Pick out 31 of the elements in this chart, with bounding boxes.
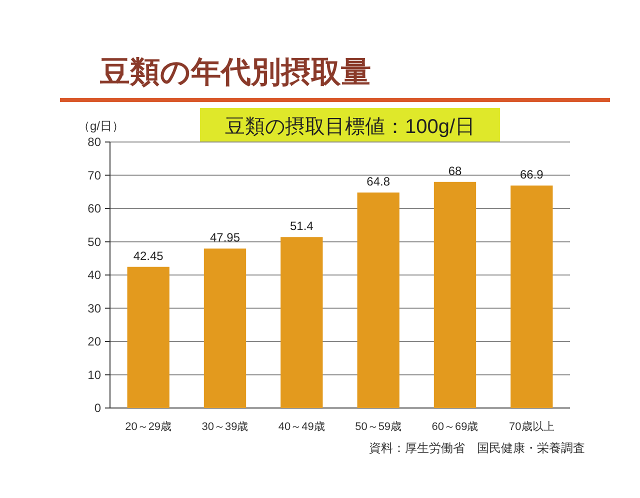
y-tick-label: 10 <box>88 368 102 382</box>
bar <box>434 182 476 408</box>
y-axis-title: （g/日） <box>78 119 124 133</box>
data-label: 66.9 <box>520 168 544 182</box>
x-tick-label: 50～59歳 <box>355 420 402 433</box>
y-tick-label: 70 <box>88 168 102 182</box>
y-tick-label: 0 <box>94 401 102 415</box>
chart-subtitle: 豆類の摂取目標値：100g/日 <box>224 116 476 138</box>
data-label: 42.45 <box>133 248 164 263</box>
data-label: 51.4 <box>290 219 314 234</box>
y-tick-label: 20 <box>88 334 102 348</box>
x-tick-label: 60～69歳 <box>432 420 478 433</box>
x-tick-label: 30～39歳 <box>202 420 248 433</box>
x-tick-label: 40～49歳 <box>278 420 325 433</box>
y-tick-label: 60 <box>88 202 102 216</box>
bar <box>280 237 323 408</box>
bar <box>357 192 400 408</box>
y-tick-label: 50 <box>88 234 102 249</box>
bar <box>510 186 553 408</box>
y-tick-label: 40 <box>88 268 102 282</box>
text: 資料：厚生労働省 国民健康・栄養調査 <box>369 441 585 455</box>
y-tick-label: 30 <box>88 301 102 316</box>
data-label: 68 <box>448 164 462 178</box>
y-tick-label: 80 <box>88 135 102 149</box>
chart-title: 豆類の年代別摂取量 <box>99 56 371 89</box>
x-tick-label: 20～29歳 <box>125 420 172 433</box>
data-label: 47.95 <box>210 230 240 245</box>
bar <box>204 248 246 408</box>
x-tick-label: 70歳以上 <box>509 420 554 433</box>
data-label: 64.8 <box>366 174 390 189</box>
bar <box>127 266 170 408</box>
